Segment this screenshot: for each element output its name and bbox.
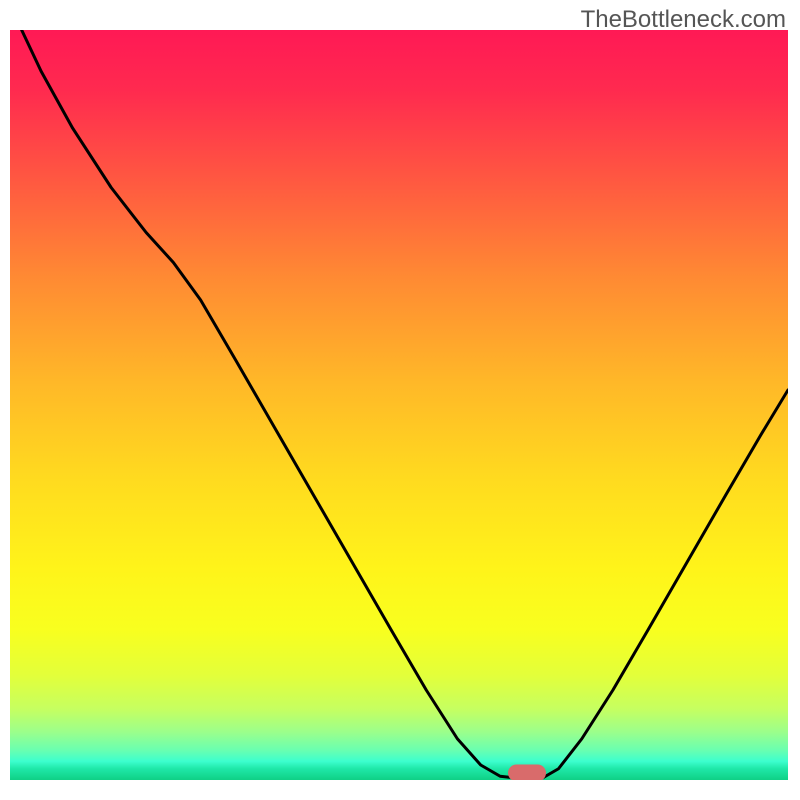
optimal-marker [508, 764, 546, 780]
watermark-text: TheBottleneck.com [581, 6, 786, 34]
chart-container: TheBottleneck.com [0, 0, 800, 800]
plot-area [10, 30, 788, 780]
curve-line [10, 30, 788, 780]
